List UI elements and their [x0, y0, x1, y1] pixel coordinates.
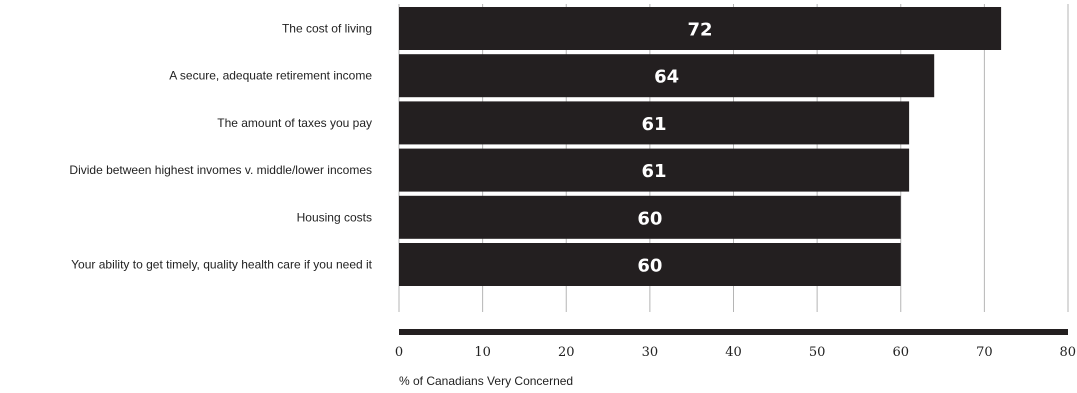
value-label: 64 — [654, 67, 679, 88]
category-labels: The cost of living A secure, adequate ret… — [69, 22, 372, 272]
category-label: Divide between highest invomes v. middle… — [69, 163, 372, 177]
value-label: 61 — [642, 161, 667, 182]
category-label: Housing costs — [297, 210, 372, 224]
tick-label: 30 — [642, 345, 659, 360]
value-label: 60 — [637, 208, 662, 229]
value-label: 60 — [637, 256, 662, 277]
value-label: 61 — [642, 114, 667, 135]
value-labels: 72 64 61 61 60 60 — [637, 20, 712, 277]
x-axis-title: % of Canadians Very Concerned — [399, 374, 573, 388]
category-label: The amount of taxes you pay — [217, 116, 372, 130]
tick-label: 20 — [558, 345, 575, 360]
x-axis-line — [399, 329, 1068, 335]
category-label: A secure, adequate retirement income — [169, 69, 372, 83]
tick-label: 70 — [976, 345, 993, 360]
tick-label: 50 — [809, 345, 826, 360]
bar — [399, 7, 1002, 50]
bar — [399, 243, 901, 286]
tick-label: 10 — [474, 345, 491, 360]
category-label: Your ability to get timely, quality heal… — [71, 258, 373, 272]
bars — [399, 7, 1002, 286]
value-label: 72 — [688, 20, 713, 41]
bar — [399, 101, 910, 145]
bar — [399, 148, 910, 192]
tick-label: 40 — [725, 345, 742, 360]
tick-label: 80 — [1059, 345, 1076, 360]
tick-label: 60 — [892, 345, 909, 360]
bar — [399, 54, 935, 98]
bar — [399, 195, 901, 239]
category-label: The cost of living — [282, 22, 372, 36]
tick-label: 0 — [395, 345, 403, 360]
tick-labels: 0 10 20 30 40 50 60 70 80 — [395, 345, 1076, 360]
